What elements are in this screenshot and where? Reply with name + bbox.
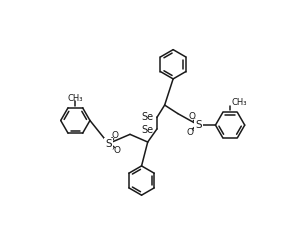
Text: O: O (112, 131, 119, 140)
Text: Se: Se (142, 112, 154, 122)
Text: Se: Se (142, 125, 154, 135)
Text: S: S (105, 139, 112, 149)
Text: CH₃: CH₃ (232, 98, 247, 107)
Text: O: O (187, 128, 194, 136)
Text: S: S (195, 120, 202, 130)
Text: O: O (113, 146, 120, 155)
Text: O: O (188, 112, 195, 121)
Text: CH₃: CH₃ (68, 94, 83, 103)
